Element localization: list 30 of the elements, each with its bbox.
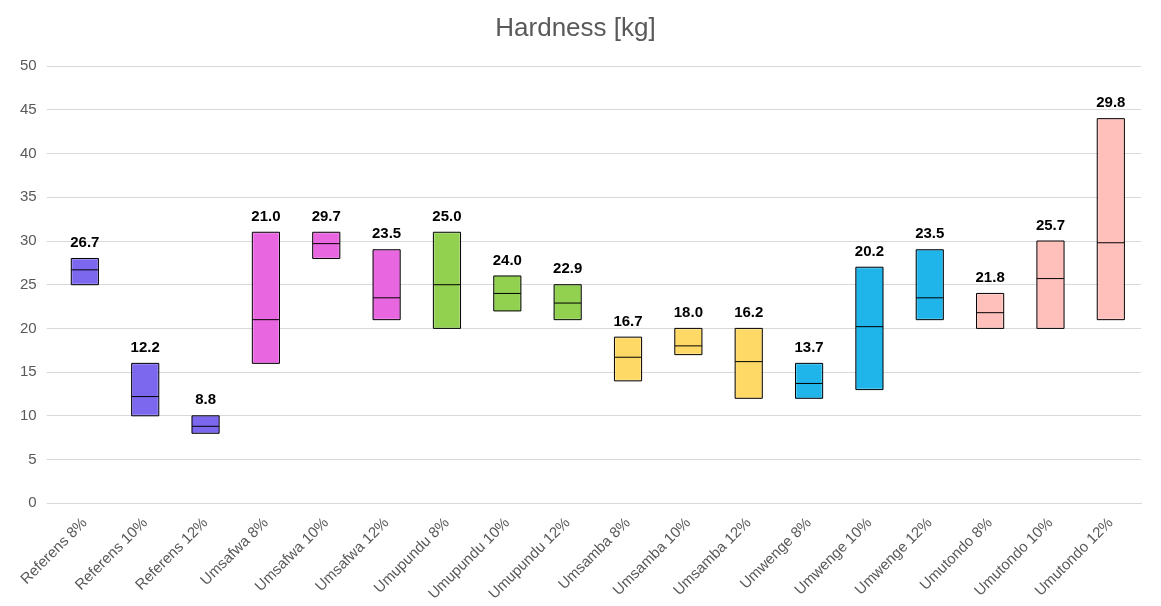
text: 12.2	[130, 338, 160, 356]
y-tick-label: 0	[28, 493, 37, 511]
text: 25.7	[1035, 215, 1066, 233]
y-tick-label: 25	[20, 274, 37, 292]
y-tick-label: 5	[28, 449, 37, 467]
chart-title: Hardness [kg]	[495, 11, 656, 42]
text: 16.7	[613, 311, 643, 329]
text: 16.2	[734, 303, 764, 321]
y-tick-label: 20	[20, 318, 37, 336]
text: 25.0	[432, 206, 462, 224]
y-tick-label: 10	[20, 405, 37, 423]
text: 24.0	[492, 250, 522, 268]
text: 18.0	[673, 303, 703, 321]
y-tick-label: 45	[20, 100, 37, 118]
text: 13.7	[794, 338, 824, 356]
text: 20.2	[854, 241, 885, 259]
y-tick-label: 35	[20, 187, 37, 205]
text: 22.9	[553, 259, 583, 277]
text: 26.7	[70, 233, 100, 251]
y-tick-label: 15	[20, 362, 37, 380]
y-tick-label: 30	[20, 231, 37, 249]
text: 29.8	[1096, 93, 1126, 111]
text: 8.8	[195, 390, 216, 408]
text: 21.8	[975, 268, 1005, 286]
text: 23.5	[372, 224, 402, 242]
text: 23.5	[915, 224, 945, 242]
y-tick-label: 50	[20, 56, 37, 74]
text: 21.0	[251, 206, 281, 224]
text: 29.7	[311, 206, 341, 224]
y-tick-label: 40	[20, 143, 37, 161]
